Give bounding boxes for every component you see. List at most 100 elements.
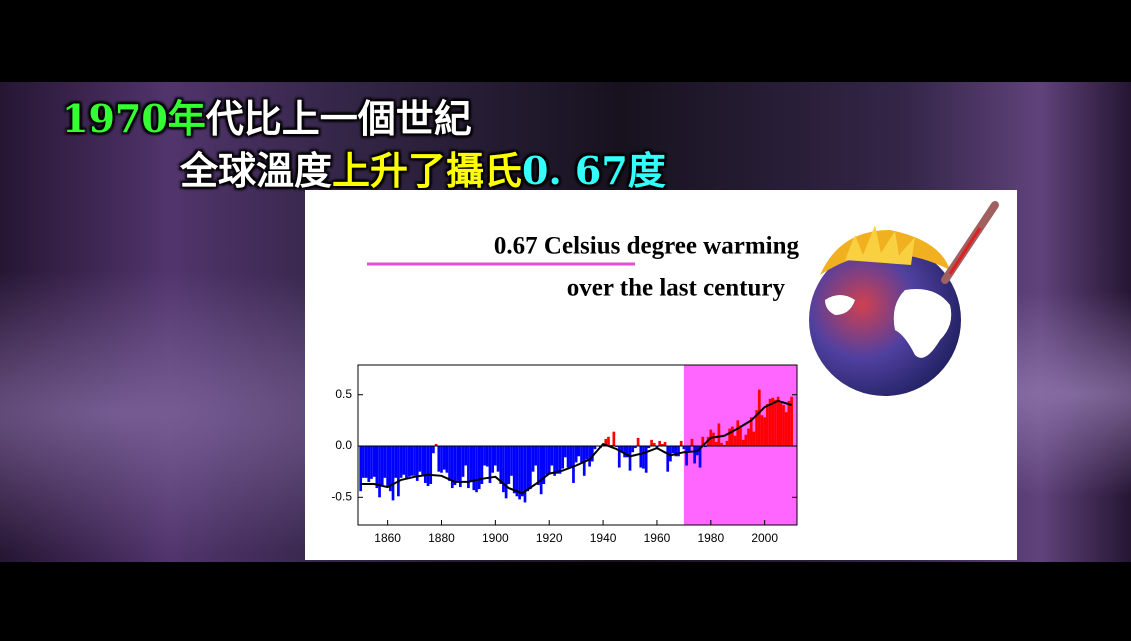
bar (483, 446, 486, 466)
bar (755, 410, 758, 447)
x-tick-label: 1940 (590, 531, 617, 545)
y-tick-label: 0.5 (335, 387, 352, 401)
slide: 0.67 Celsius degree warming over the las… (305, 190, 1017, 560)
bar (445, 446, 449, 473)
bar (757, 389, 761, 447)
bar (545, 446, 548, 475)
bar (739, 425, 742, 447)
bar (502, 446, 505, 493)
caption-text: 0. 67度 (522, 148, 666, 193)
bar (496, 446, 500, 472)
bar (494, 446, 497, 466)
caption-text: 1970年 (62, 96, 206, 141)
bar (572, 446, 575, 483)
bar (518, 446, 521, 500)
bar (526, 446, 530, 492)
bar (555, 446, 559, 474)
chart-title: 0.67 Celsius degree warming (494, 233, 800, 260)
bar (628, 446, 632, 471)
bar (774, 399, 777, 447)
bar (421, 446, 424, 475)
caption-text: 上升了攝氏 (332, 148, 523, 193)
bar (652, 442, 656, 447)
bar (690, 438, 694, 447)
bar (782, 405, 785, 447)
bar (666, 446, 670, 472)
bar (531, 446, 535, 472)
bar (553, 446, 556, 476)
bar (768, 398, 772, 447)
bar (763, 417, 767, 447)
bar (453, 446, 457, 485)
bar (558, 446, 562, 474)
bar (383, 446, 387, 478)
bar (467, 446, 470, 489)
bar (617, 446, 621, 468)
bar (537, 446, 540, 485)
bar (547, 446, 551, 474)
bar (464, 446, 468, 466)
bar (593, 446, 597, 450)
bar (747, 428, 750, 447)
bar (585, 446, 589, 460)
bar (413, 446, 416, 476)
caption-line: 1970年代比上一個世紀 (62, 88, 472, 143)
bar (380, 446, 384, 485)
bar (669, 446, 672, 462)
bar (432, 446, 435, 454)
bar (701, 436, 705, 447)
bar (520, 446, 524, 497)
bar (485, 446, 489, 467)
bar (604, 438, 608, 447)
bar (577, 446, 581, 457)
bar (693, 446, 697, 464)
x-tick-label: 1900 (482, 531, 509, 545)
bar (370, 446, 373, 479)
bar (507, 446, 511, 484)
bar (752, 431, 756, 447)
bar (623, 446, 626, 458)
bar (542, 446, 546, 484)
bar (720, 442, 723, 447)
bar (423, 446, 427, 483)
bar (779, 402, 783, 447)
bar (375, 446, 379, 489)
caption-line: 全球溫度上升了攝氏0. 67度 (180, 140, 666, 195)
bar (515, 446, 519, 497)
bar (580, 446, 583, 463)
x-tick-label: 1980 (697, 531, 724, 545)
bar (736, 420, 740, 447)
bar (650, 439, 653, 447)
bar (364, 446, 368, 478)
bar (590, 446, 594, 462)
bar (744, 434, 748, 447)
bar (434, 443, 438, 447)
bar (574, 446, 578, 463)
bar (607, 436, 610, 447)
caption-text: 代比上一個世紀 (205, 96, 472, 141)
chart: 0.67 Celsius degree warming over the las… (331, 201, 999, 545)
bar (499, 446, 503, 484)
bar (698, 446, 702, 468)
bar (644, 446, 648, 473)
bar (405, 446, 408, 479)
x-tick-label: 2000 (751, 531, 778, 545)
bar (504, 446, 508, 499)
bar (475, 446, 478, 493)
bar (733, 435, 737, 447)
bar (418, 446, 422, 472)
bar (569, 446, 573, 468)
bar (394, 446, 398, 478)
bar (663, 441, 667, 447)
bar (386, 446, 389, 487)
bar (712, 432, 715, 447)
x-tick-label: 1860 (374, 531, 401, 545)
bar (647, 446, 651, 449)
bar (612, 431, 616, 447)
bar (469, 446, 473, 481)
bar (677, 446, 680, 457)
bar (529, 446, 532, 490)
bar (523, 446, 527, 503)
globe-illustration (809, 201, 999, 396)
